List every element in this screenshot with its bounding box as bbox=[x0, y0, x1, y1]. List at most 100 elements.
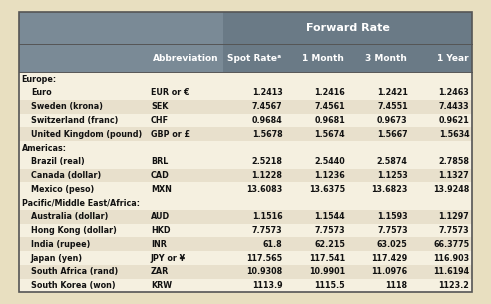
Text: 1.5667: 1.5667 bbox=[377, 130, 408, 139]
Text: South Korea (won): South Korea (won) bbox=[31, 281, 115, 290]
Text: MXN: MXN bbox=[151, 185, 172, 194]
Text: Europe:: Europe: bbox=[22, 75, 57, 84]
Text: 1123.2: 1123.2 bbox=[438, 281, 469, 290]
Text: 117.541: 117.541 bbox=[309, 254, 345, 263]
Text: 1.5674: 1.5674 bbox=[314, 130, 345, 139]
Text: Australia (dollar): Australia (dollar) bbox=[31, 212, 109, 221]
Bar bbox=[223, 12, 472, 44]
Text: Canada (dollar): Canada (dollar) bbox=[31, 171, 101, 180]
Text: INR: INR bbox=[151, 240, 167, 249]
Text: 3 Month: 3 Month bbox=[365, 54, 407, 63]
Text: 10.9308: 10.9308 bbox=[246, 267, 282, 276]
Text: ZAR: ZAR bbox=[151, 267, 169, 276]
Text: JPY or ¥: JPY or ¥ bbox=[151, 254, 186, 263]
Text: CHF: CHF bbox=[151, 116, 169, 125]
Text: 11.0976: 11.0976 bbox=[372, 267, 408, 276]
Text: 7.4433: 7.4433 bbox=[439, 102, 469, 111]
Bar bbox=[19, 155, 472, 169]
Bar bbox=[19, 141, 472, 155]
Text: 7.7573: 7.7573 bbox=[252, 226, 282, 235]
Text: 1.5634: 1.5634 bbox=[439, 130, 469, 139]
Text: 1113.9: 1113.9 bbox=[252, 281, 282, 290]
Bar bbox=[19, 265, 472, 279]
Text: 63.025: 63.025 bbox=[377, 240, 408, 249]
Text: 117.565: 117.565 bbox=[246, 254, 282, 263]
Text: 7.4567: 7.4567 bbox=[252, 102, 282, 111]
Text: 116.903: 116.903 bbox=[433, 254, 469, 263]
Text: 1 Month: 1 Month bbox=[302, 54, 344, 63]
Text: 10.9901: 10.9901 bbox=[309, 267, 345, 276]
Text: 11.6194: 11.6194 bbox=[433, 267, 469, 276]
Text: Japan (yen): Japan (yen) bbox=[31, 254, 83, 263]
Text: 13.6083: 13.6083 bbox=[246, 185, 282, 194]
Bar bbox=[19, 127, 472, 141]
Bar bbox=[19, 12, 223, 44]
Text: BRL: BRL bbox=[151, 157, 168, 166]
Text: 1.5678: 1.5678 bbox=[252, 130, 282, 139]
Text: 13.9248: 13.9248 bbox=[433, 185, 469, 194]
Text: Switzerland (franc): Switzerland (franc) bbox=[31, 116, 118, 125]
Text: 0.9621: 0.9621 bbox=[438, 116, 469, 125]
Text: 2.5218: 2.5218 bbox=[251, 157, 282, 166]
Text: GBP or £: GBP or £ bbox=[151, 130, 190, 139]
Text: 61.8: 61.8 bbox=[263, 240, 282, 249]
Text: 1 Year: 1 Year bbox=[437, 54, 468, 63]
Text: 7.7573: 7.7573 bbox=[314, 226, 345, 235]
Text: 1.1593: 1.1593 bbox=[377, 212, 408, 221]
Text: 66.3775: 66.3775 bbox=[433, 240, 469, 249]
Text: 13.6375: 13.6375 bbox=[309, 185, 345, 194]
Text: 1115.5: 1115.5 bbox=[314, 281, 345, 290]
Text: Americas:: Americas: bbox=[22, 143, 67, 153]
Text: SEK: SEK bbox=[151, 102, 168, 111]
Text: CAD: CAD bbox=[151, 171, 170, 180]
Text: 1.1327: 1.1327 bbox=[438, 171, 469, 180]
Text: 62.215: 62.215 bbox=[314, 240, 345, 249]
Text: India (rupee): India (rupee) bbox=[31, 240, 90, 249]
Text: Sweden (krona): Sweden (krona) bbox=[31, 102, 103, 111]
Text: 1118: 1118 bbox=[385, 281, 408, 290]
Text: HKD: HKD bbox=[151, 226, 170, 235]
Text: 1.2416: 1.2416 bbox=[314, 88, 345, 98]
Text: 0.9684: 0.9684 bbox=[252, 116, 282, 125]
Text: 7.4551: 7.4551 bbox=[377, 102, 408, 111]
Text: 1.1228: 1.1228 bbox=[251, 171, 282, 180]
Bar bbox=[19, 44, 223, 72]
Bar bbox=[19, 279, 472, 292]
Text: Euro: Euro bbox=[31, 88, 52, 98]
Text: 2.5874: 2.5874 bbox=[377, 157, 408, 166]
Text: 0.9673: 0.9673 bbox=[377, 116, 408, 125]
Text: Pacific/Middle East/Africa:: Pacific/Middle East/Africa: bbox=[22, 199, 139, 208]
Text: AUD: AUD bbox=[151, 212, 170, 221]
Text: 1.1253: 1.1253 bbox=[377, 171, 408, 180]
Bar bbox=[19, 237, 472, 251]
Bar bbox=[19, 210, 472, 224]
Bar bbox=[19, 114, 472, 127]
Text: EUR or €: EUR or € bbox=[151, 88, 190, 98]
Text: Spot Rateᵃ: Spot Rateᵃ bbox=[227, 54, 281, 63]
Bar bbox=[223, 44, 472, 72]
Text: 1.2463: 1.2463 bbox=[438, 88, 469, 98]
Bar bbox=[19, 196, 472, 210]
Text: 2.5440: 2.5440 bbox=[314, 157, 345, 166]
Text: 13.6823: 13.6823 bbox=[371, 185, 408, 194]
Text: South Africa (rand): South Africa (rand) bbox=[31, 267, 118, 276]
Text: Mexico (peso): Mexico (peso) bbox=[31, 185, 94, 194]
Text: Brazil (real): Brazil (real) bbox=[31, 157, 84, 166]
Bar bbox=[19, 86, 472, 100]
Text: KRW: KRW bbox=[151, 281, 172, 290]
Text: 1.1544: 1.1544 bbox=[314, 212, 345, 221]
Text: 7.4561: 7.4561 bbox=[314, 102, 345, 111]
Bar bbox=[19, 72, 472, 86]
Text: Hong Kong (dollar): Hong Kong (dollar) bbox=[31, 226, 117, 235]
Text: 117.429: 117.429 bbox=[372, 254, 408, 263]
Bar bbox=[19, 182, 472, 196]
Bar bbox=[19, 251, 472, 265]
Text: Abbreviation: Abbreviation bbox=[153, 54, 218, 63]
Text: 7.7573: 7.7573 bbox=[439, 226, 469, 235]
Text: United Kingdom (pound): United Kingdom (pound) bbox=[31, 130, 142, 139]
Text: 1.2421: 1.2421 bbox=[377, 88, 408, 98]
Text: 1.2413: 1.2413 bbox=[252, 88, 282, 98]
Bar bbox=[19, 100, 472, 114]
Bar bbox=[19, 224, 472, 237]
Text: 1.1297: 1.1297 bbox=[438, 212, 469, 221]
